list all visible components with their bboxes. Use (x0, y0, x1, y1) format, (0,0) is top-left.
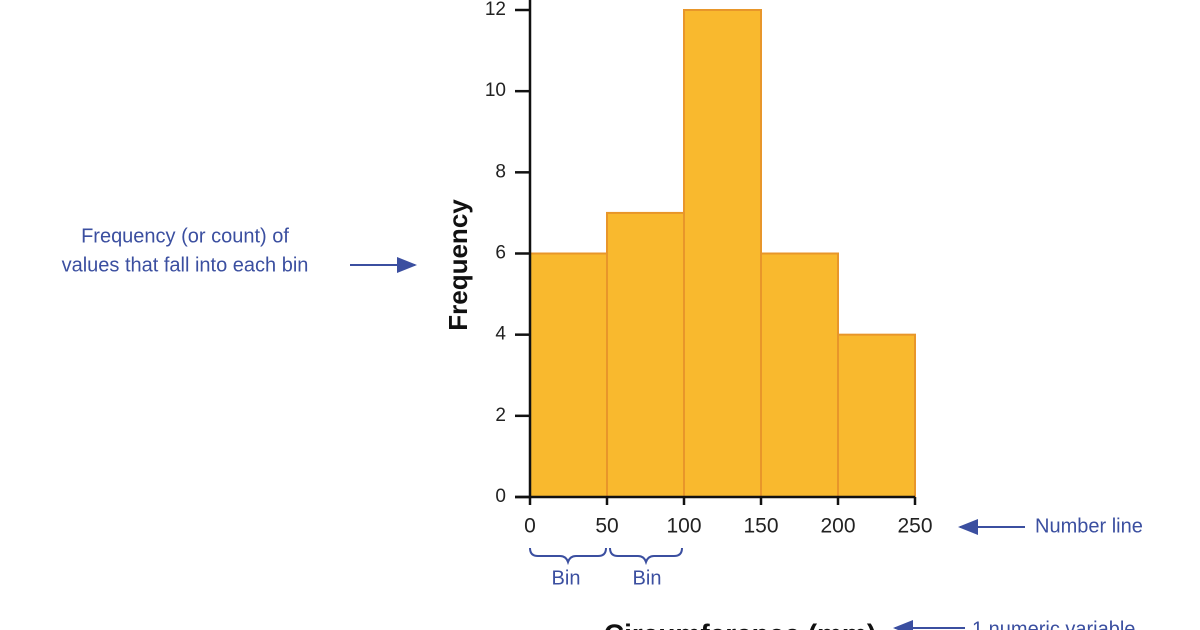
x-tick-label: 200 (820, 515, 855, 538)
y-tick-label: 2 (495, 405, 506, 426)
annotation: values that fall into each bin (62, 254, 309, 276)
x-tick-label: 250 (897, 515, 932, 538)
y-tick-label: 10 (485, 80, 506, 101)
y-tick-label: 0 (495, 486, 506, 507)
annotation: Number line (1035, 515, 1143, 537)
brace (609, 547, 683, 566)
brace (529, 547, 607, 566)
y-tick-label: 6 (495, 243, 506, 264)
x-tick-label: 150 (743, 515, 778, 538)
y-tick-label: 4 (495, 324, 506, 345)
y-tick-label: 12 (485, 0, 506, 20)
bar (529, 252, 608, 498)
x-axis-label: Circumference (mm) (604, 618, 876, 630)
y-axis-label: Frequency (443, 199, 473, 331)
annotation: Bin (552, 567, 581, 589)
x-tick-label: 0 (524, 515, 536, 538)
x-tick-label: 50 (595, 515, 618, 538)
bar (683, 9, 762, 498)
bar (837, 333, 916, 498)
bar (760, 252, 839, 498)
x-tick-label: 100 (666, 515, 701, 538)
annotation: 1 numeric variable (972, 618, 1135, 630)
y-tick-label: 8 (495, 161, 506, 182)
bar (606, 211, 685, 499)
annotation: Frequency (or count) of (81, 225, 289, 247)
annotation: Bin (633, 567, 662, 589)
